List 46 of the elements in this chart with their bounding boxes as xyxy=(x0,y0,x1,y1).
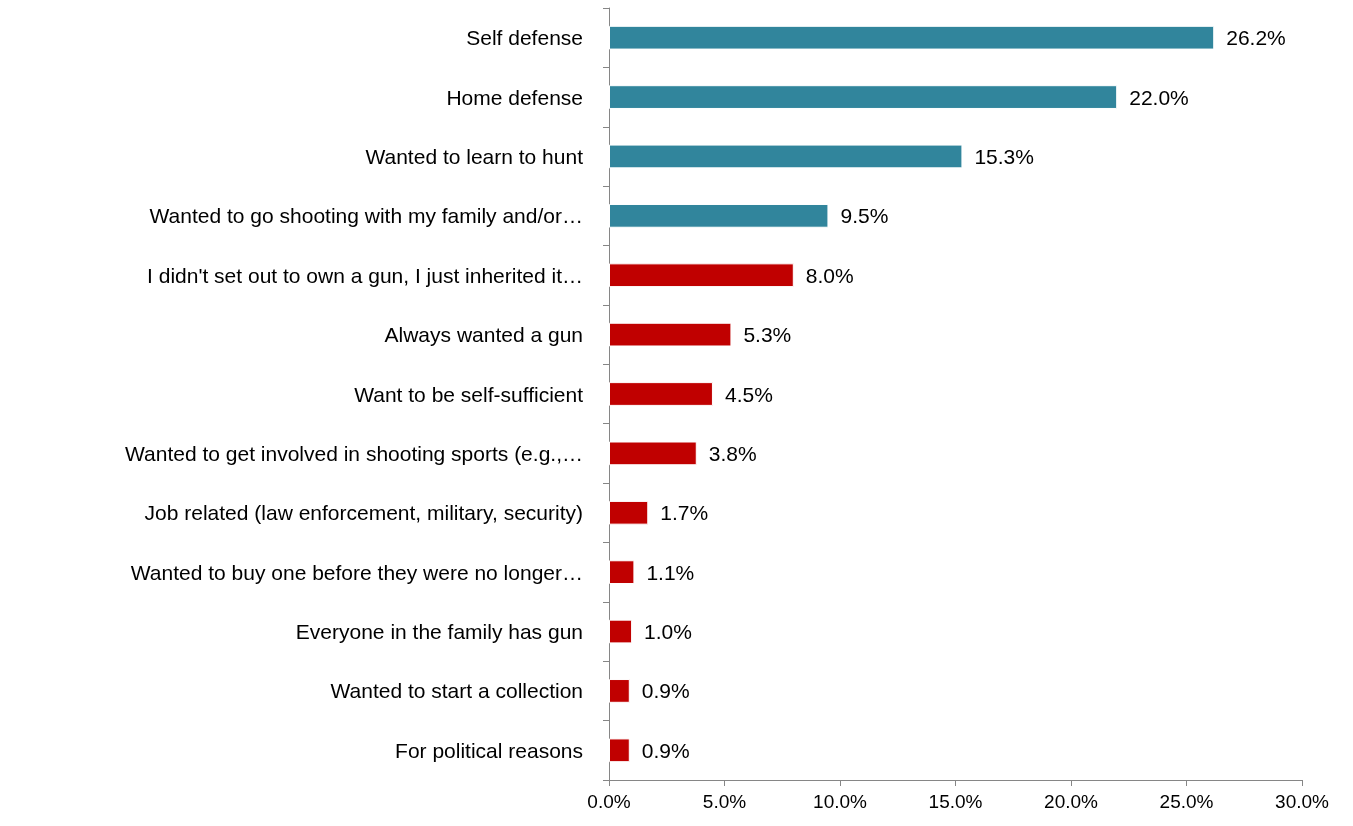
x-tick-label: 30.0% xyxy=(1275,791,1330,812)
y-tick-label: Job related (law enforcement, military, security) xyxy=(144,501,583,525)
data-label: 0.9% xyxy=(641,738,690,762)
bar xyxy=(609,679,630,703)
data-label: 26.2% xyxy=(1226,26,1286,50)
bar xyxy=(609,85,1118,109)
x-tick-label: 0.0% xyxy=(587,791,631,812)
x-tick-label: 5.0% xyxy=(702,791,747,812)
data-label: 1.7% xyxy=(660,501,709,525)
y-tick-label: Wanted to go shooting with my family and/or… xyxy=(149,204,583,228)
y-tick-label: Everyone in the family has gun xyxy=(295,620,583,644)
data-label: 4.5% xyxy=(724,382,773,406)
data-label: 0.9% xyxy=(641,679,690,703)
y-tick-label: Wanted to start a collection xyxy=(330,679,583,703)
bar xyxy=(609,25,1215,50)
data-label: 1.0% xyxy=(644,620,692,644)
bar xyxy=(609,738,630,763)
bar xyxy=(609,619,633,644)
y-tick-label: Wanted to buy one before they were no longer… xyxy=(130,560,583,584)
y-tick-label: Home defense xyxy=(446,85,583,109)
x-tick-label: 10.0% xyxy=(813,791,868,812)
data-label: 5.3% xyxy=(743,323,792,347)
bar xyxy=(609,500,649,525)
y-tick-label: Always wanted a gun xyxy=(384,323,583,347)
bar xyxy=(609,382,713,406)
y-tick-label: I didn't set out to own a gun, I just inherited it… xyxy=(147,263,583,287)
x-tick-label: 25.0% xyxy=(1159,791,1214,812)
bar xyxy=(609,263,794,288)
bar xyxy=(609,144,963,169)
data-label: 15.3% xyxy=(974,144,1034,168)
data-label: 8.0% xyxy=(805,263,854,287)
data-label: 1.1% xyxy=(646,560,695,584)
bar xyxy=(609,560,635,585)
x-tick-label: 20.0% xyxy=(1044,791,1099,812)
y-tick-label: Wanted to get involved in shooting sports (e.g.,… xyxy=(125,441,583,465)
data-label: 3.8% xyxy=(708,441,757,465)
y-tick-label: Self defense xyxy=(466,26,583,50)
x-tick-label: 15.0% xyxy=(928,791,983,812)
y-tick-label: For political reasons xyxy=(395,738,583,762)
bar xyxy=(609,322,732,347)
bar xyxy=(609,441,697,466)
data-label: 22.0% xyxy=(1129,85,1189,109)
y-tick-label: Want to be self-sufficient xyxy=(354,382,584,406)
bar xyxy=(609,203,829,228)
data-label: 9.5% xyxy=(840,204,889,228)
y-tick-label: Wanted to learn to hunt xyxy=(365,144,584,168)
